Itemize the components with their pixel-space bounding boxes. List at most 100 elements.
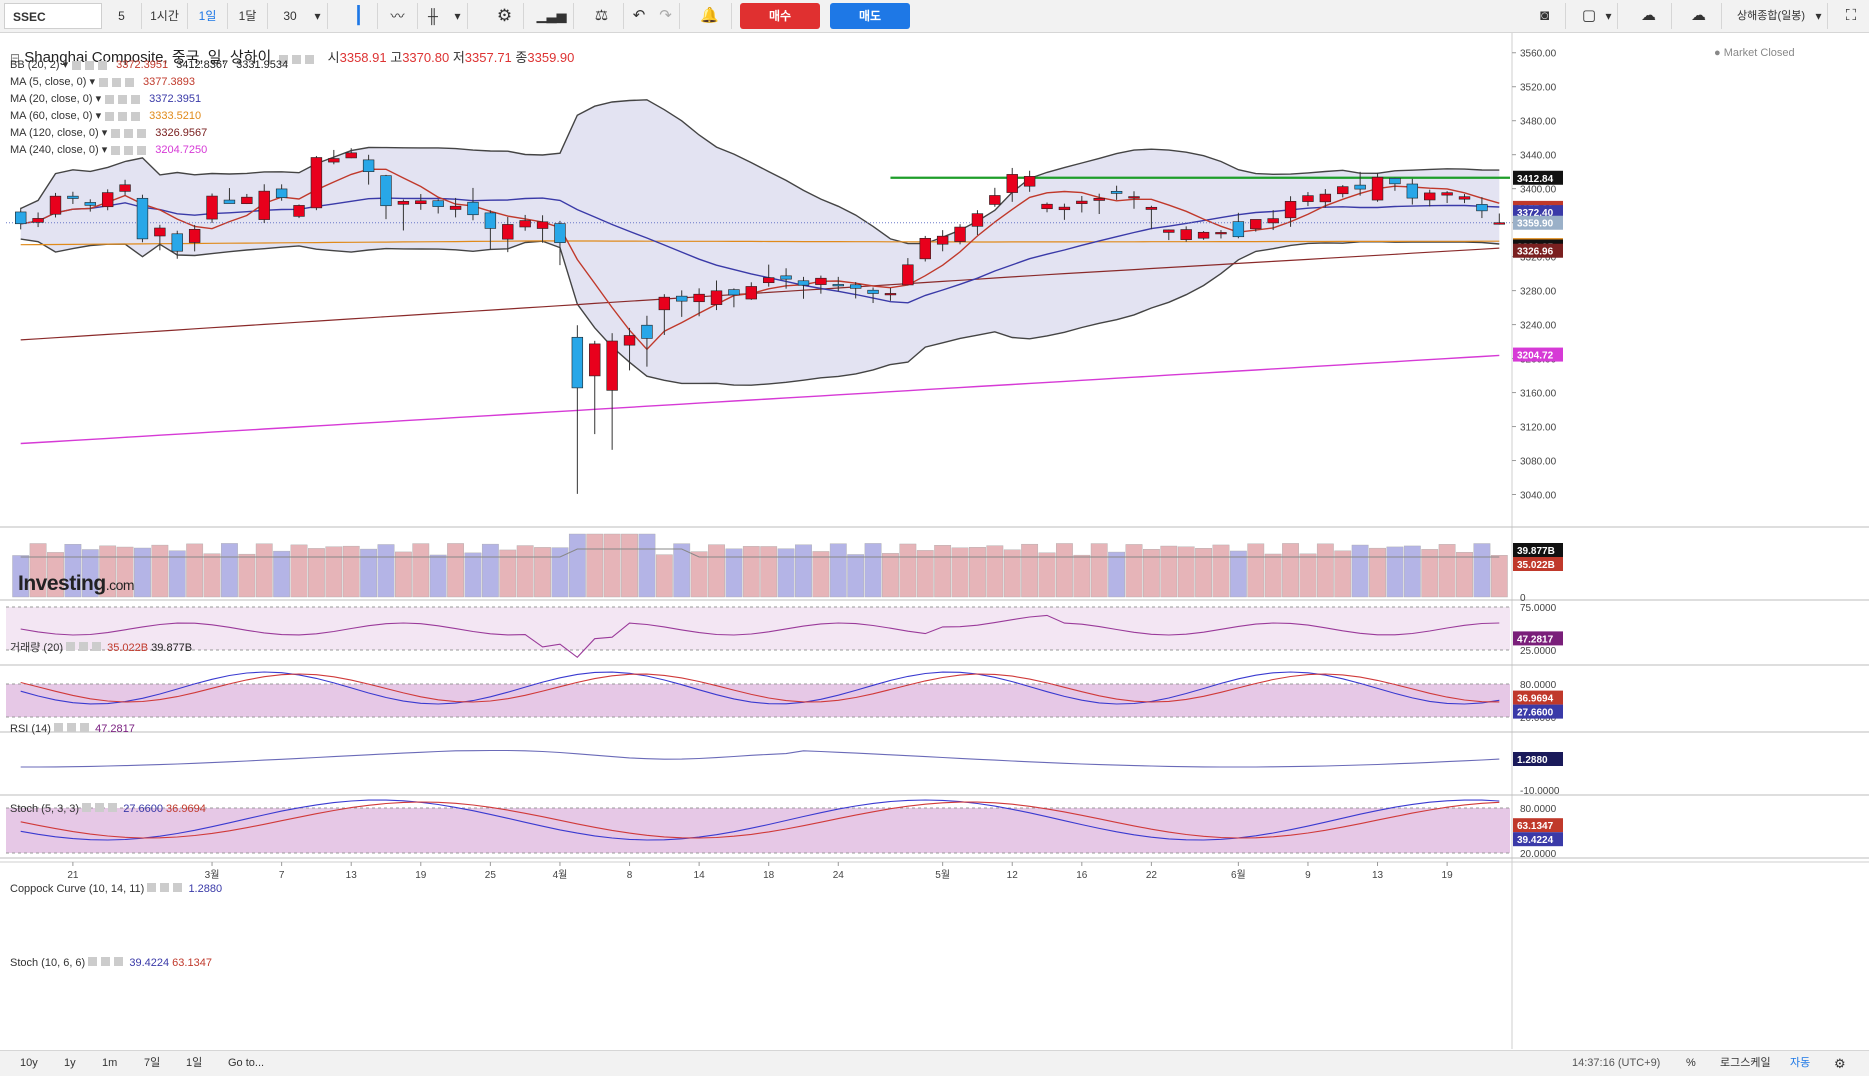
volume-bar bbox=[238, 553, 256, 598]
volume-bar bbox=[1142, 549, 1160, 598]
bollinger-band-fill bbox=[20, 99, 1500, 386]
candle-body bbox=[1354, 184, 1366, 190]
count-input[interactable]: 30 bbox=[283, 9, 297, 23]
price-badge bbox=[1513, 243, 1563, 258]
coppock-pane-legend: Coppock Curve (10, 14, 11) 1.2880 bbox=[10, 883, 223, 895]
candle-body bbox=[1302, 195, 1314, 202]
cloud-icon[interactable]: ☁ bbox=[1626, 3, 1672, 29]
chevron-down-icon[interactable]: ▾ bbox=[1810, 3, 1828, 29]
indicator-legend-row[interactable]: MA (120, close, 0) ▾ 3326.9567 bbox=[10, 126, 215, 139]
gear-icon[interactable]: ⚙ bbox=[1834, 1056, 1846, 1071]
rsi-tick-label: 75.0000 bbox=[1520, 603, 1557, 614]
candle-body bbox=[1058, 206, 1071, 211]
volume-bar bbox=[516, 545, 534, 598]
fullscreen-layout-icon[interactable]: ▢ bbox=[1581, 7, 1597, 24]
time-tick-label: 22 bbox=[1146, 870, 1158, 881]
chart-canvas[interactable]: 3560.003520.003480.003440.003400.003360.… bbox=[0, 33, 1869, 1049]
timeframe-1h-button[interactable]: 1시간 bbox=[142, 3, 188, 29]
symbol-name-label[interactable]: 상해종합(일봉) bbox=[1736, 10, 1806, 22]
undo-icon[interactable]: ↶ bbox=[632, 7, 646, 24]
indicator-legend-row[interactable]: BB (20, 2) ▾ 3372.3951 3412.8367 3331.9534 bbox=[10, 58, 296, 71]
range-7d-button[interactable]: 7일 bbox=[144, 1057, 161, 1069]
volume-bar bbox=[916, 550, 934, 598]
candle-body bbox=[1441, 192, 1453, 196]
range-1y-button[interactable]: 1y bbox=[64, 1057, 76, 1069]
candle-body bbox=[223, 199, 236, 204]
price-tick-label: 3040.00 bbox=[1520, 491, 1557, 502]
stoch2-line bbox=[20, 799, 1500, 841]
price-badge bbox=[1513, 170, 1563, 185]
candle-body bbox=[310, 157, 323, 209]
camera-icon[interactable]: ◙ bbox=[1524, 3, 1566, 29]
volume-bar bbox=[116, 546, 134, 598]
timeframe-1m-button[interactable]: 1달 bbox=[228, 3, 268, 29]
compare-scale-icon[interactable]: ⚖ bbox=[580, 3, 624, 29]
volume-bar bbox=[725, 548, 743, 598]
volume-bar bbox=[777, 548, 795, 598]
chevron-down-icon[interactable]: ▾ bbox=[308, 3, 328, 29]
time-tick-label: 4월 bbox=[553, 869, 568, 881]
volume-bar bbox=[134, 547, 151, 598]
sell-button[interactable]: 매도 bbox=[830, 3, 910, 29]
indicator-legend-row[interactable]: MA (20, close, 0) ▾ 3372.3951 bbox=[10, 92, 209, 105]
volume-bar bbox=[186, 543, 204, 598]
chevron-down-icon[interactable]: ▾ bbox=[448, 3, 468, 29]
buy-button[interactable]: 매수 bbox=[740, 3, 820, 29]
fullscreen-icon[interactable]: ⛶ bbox=[1845, 7, 1857, 24]
volume-bar bbox=[1369, 547, 1386, 598]
volume-bar bbox=[621, 533, 638, 598]
stoch2-pane-legend: Stoch (10, 6, 6) 39.4224 63.1347 bbox=[10, 957, 212, 969]
volume-bar bbox=[481, 543, 499, 598]
timeframe-1d-button[interactable]: 1일 bbox=[188, 3, 228, 29]
goto-button[interactable]: Go to... bbox=[228, 1057, 265, 1069]
price-tick-label: 3320.00 bbox=[1520, 253, 1557, 264]
chevron-down-icon[interactable]: ▾ bbox=[1600, 3, 1618, 29]
indicators-icon[interactable]: ▁▃▅ bbox=[530, 3, 574, 29]
volume-bar bbox=[290, 544, 308, 598]
bar-chart-icon[interactable]: ╫ bbox=[428, 8, 438, 24]
coppock-badge-label: 1.2880 bbox=[1517, 755, 1548, 766]
rsi-badge-label: 47.2817 bbox=[1517, 634, 1554, 645]
log-scale-toggle[interactable]: 로그스케일 bbox=[1720, 1057, 1771, 1069]
gear-icon[interactable]: ⚙ bbox=[486, 3, 524, 29]
legend-options-icon bbox=[111, 145, 150, 155]
symbol-input[interactable]: SSEC bbox=[4, 3, 102, 29]
legend-options-icon bbox=[105, 111, 144, 121]
auto-scale-toggle[interactable]: 자동 bbox=[1790, 1057, 1811, 1069]
volume-bar bbox=[1160, 545, 1178, 598]
stoch1-band-fill bbox=[6, 684, 1510, 717]
market-status: ● Market Closed bbox=[1714, 47, 1795, 59]
candlestick-icon[interactable]: ┃ bbox=[340, 3, 378, 29]
line-chart-icon[interactable]: 〰 bbox=[378, 3, 418, 29]
range-1d-button[interactable]: 1일 bbox=[186, 1057, 203, 1069]
indicator-legend-label: MA (120, close, 0) ▾ bbox=[10, 127, 108, 139]
indicator-legend-row[interactable]: MA (5, close, 0) ▾ 3377.3893 bbox=[10, 75, 203, 88]
redo-icon[interactable]: ↷ bbox=[652, 3, 680, 29]
candle-body bbox=[1458, 196, 1471, 200]
legend-options-icon[interactable] bbox=[279, 54, 318, 64]
indicator-legend-row[interactable]: MA (60, close, 0) ▾ 3333.5210 bbox=[10, 109, 209, 122]
alert-bell-icon[interactable]: 🔔 bbox=[688, 3, 732, 29]
stoch2-tick-label: 20.0000 bbox=[1520, 849, 1557, 860]
volume-bar bbox=[499, 549, 517, 598]
price-badge bbox=[1513, 347, 1563, 362]
ma120-line bbox=[20, 247, 1500, 341]
indicator-legend-row[interactable]: MA (240, close, 0) ▾ 3204.7250 bbox=[10, 143, 215, 156]
percent-toggle[interactable]: % bbox=[1686, 1057, 1696, 1069]
candle-body bbox=[67, 195, 79, 199]
interval-input[interactable]: 5 bbox=[102, 3, 142, 29]
time-tick-label: 7 bbox=[279, 870, 285, 881]
indicator-legend-label: MA (240, close, 0) ▾ bbox=[10, 144, 108, 156]
cloud-upload-icon[interactable]: ☁ bbox=[1676, 3, 1722, 29]
stoch1-line bbox=[20, 673, 1500, 703]
volume-bar bbox=[1351, 544, 1369, 598]
volume-bar bbox=[221, 543, 238, 598]
candle-body bbox=[1006, 174, 1018, 193]
range-1m-button[interactable]: 1m bbox=[102, 1057, 118, 1069]
bottom-toolbar: 10y 1y 1m 7일 1일 Go to... 14:37:16 (UTC+9… bbox=[0, 1050, 1869, 1076]
volume-bar bbox=[1038, 552, 1056, 598]
time-tick-label: 12 bbox=[1007, 870, 1019, 881]
range-10y-button[interactable]: 10y bbox=[20, 1057, 38, 1069]
candle-body bbox=[606, 340, 618, 391]
stoch1-badge bbox=[1513, 704, 1563, 719]
